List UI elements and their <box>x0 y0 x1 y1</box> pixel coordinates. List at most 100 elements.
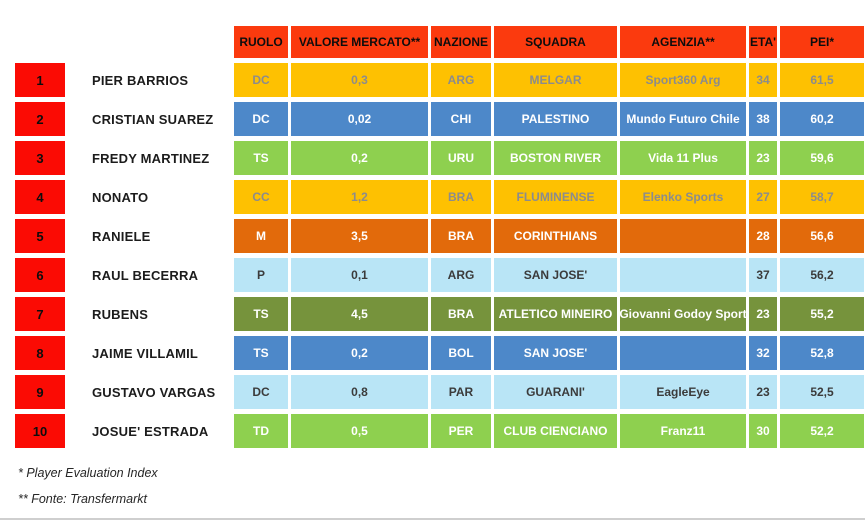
cell-ruolo: DC <box>234 375 288 409</box>
player-name: RUBENS <box>92 306 149 322</box>
cell-squadra: GUARANI' <box>494 375 617 409</box>
cell-pei: 58,7 <box>780 180 864 214</box>
cell-ruolo: TS <box>234 141 288 175</box>
player-name: PIER BARRIOS <box>92 72 189 88</box>
cell-agenzia <box>620 219 746 253</box>
cell-ruolo: DC <box>234 63 288 97</box>
cell-agenzia <box>620 336 746 370</box>
rank-badge: 8 <box>15 336 65 370</box>
cell-nazione: ARG <box>431 258 491 292</box>
cell-eta: 28 <box>749 219 777 253</box>
cell-ruolo: P <box>234 258 288 292</box>
cell-pei: 55,2 <box>780 297 864 331</box>
bottom-divider <box>0 518 865 520</box>
cell-nazione: ARG <box>431 63 491 97</box>
column-header-ruolo: RUOLO <box>234 26 288 58</box>
rank-badge: 7 <box>15 297 65 331</box>
cell-squadra: SAN JOSE' <box>494 336 617 370</box>
cell-nazione: BOL <box>431 336 491 370</box>
column-header-eta: ETA' <box>749 26 777 58</box>
cell-eta: 30 <box>749 414 777 448</box>
cell-valore-mercato: 4,5 <box>291 297 428 331</box>
cell-valore-mercato: 0,8 <box>291 375 428 409</box>
cell-nazione: URU <box>431 141 491 175</box>
cell-valore-mercato: 0,1 <box>291 258 428 292</box>
player-name: GUSTAVO VARGAS <box>92 384 216 400</box>
footnote-player-evaluation-index: * Player Evaluation Index <box>18 466 158 480</box>
cell-valore-mercato: 1,2 <box>291 180 428 214</box>
player-name: CRISTIAN SUAREZ <box>92 111 214 127</box>
player-name: FREDY MARTINEZ <box>92 150 210 166</box>
cell-squadra: ATLETICO MINEIRO <box>494 297 617 331</box>
cell-agenzia: EagleEye <box>620 375 746 409</box>
cell-agenzia: Sport360 Arg <box>620 63 746 97</box>
rank-badge: 4 <box>15 180 65 214</box>
cell-eta: 23 <box>749 375 777 409</box>
players-ranking-table: RUOLO VALORE MERCATO** NAZIONE SQUADRA A… <box>15 26 864 448</box>
header-spacer-rank <box>15 26 65 58</box>
cell-eta: 38 <box>749 102 777 136</box>
rank-badge: 2 <box>15 102 65 136</box>
cell-ruolo: TD <box>234 414 288 448</box>
cell-squadra: CORINTHIANS <box>494 219 617 253</box>
cell-agenzia: Franz11 <box>620 414 746 448</box>
column-header-nazione: NAZIONE <box>431 26 491 58</box>
cell-pei: 56,2 <box>780 258 864 292</box>
rank-badge: 6 <box>15 258 65 292</box>
cell-eta: 37 <box>749 258 777 292</box>
cell-agenzia: Elenko Sports <box>620 180 746 214</box>
cell-ruolo: M <box>234 219 288 253</box>
rank-badge: 5 <box>15 219 65 253</box>
rank-badge: 9 <box>15 375 65 409</box>
cell-squadra: MELGAR <box>494 63 617 97</box>
rank-badge: 1 <box>15 63 65 97</box>
rank-badge: 3 <box>15 141 65 175</box>
cell-squadra: CLUB CIENCIANO <box>494 414 617 448</box>
cell-pei: 59,6 <box>780 141 864 175</box>
cell-valore-mercato: 0,3 <box>291 63 428 97</box>
cell-squadra: FLUMINENSE <box>494 180 617 214</box>
cell-pei: 56,6 <box>780 219 864 253</box>
cell-eta: 34 <box>749 63 777 97</box>
cell-nazione: BRA <box>431 297 491 331</box>
cell-nazione: BRA <box>431 180 491 214</box>
column-header-agenzia: AGENZIA** <box>620 26 746 58</box>
header-spacer-player <box>68 26 231 58</box>
cell-agenzia <box>620 258 746 292</box>
cell-pei: 52,5 <box>780 375 864 409</box>
cell-eta: 27 <box>749 180 777 214</box>
cell-squadra: BOSTON RIVER <box>494 141 617 175</box>
cell-agenzia: Giovanni Godoy Sport <box>620 297 746 331</box>
cell-pei: 61,5 <box>780 63 864 97</box>
cell-pei: 52,2 <box>780 414 864 448</box>
cell-nazione: CHI <box>431 102 491 136</box>
cell-nazione: PAR <box>431 375 491 409</box>
cell-pei: 52,8 <box>780 336 864 370</box>
cell-squadra: PALESTINO <box>494 102 617 136</box>
cell-ruolo: TS <box>234 297 288 331</box>
column-header-valore-mercato: VALORE MERCATO** <box>291 26 428 58</box>
cell-ruolo: DC <box>234 102 288 136</box>
footnote-fonte-transfermarkt: ** Fonte: Transfermarkt <box>18 492 147 506</box>
cell-valore-mercato: 0,5 <box>291 414 428 448</box>
cell-nazione: BRA <box>431 219 491 253</box>
column-header-pei: PEI* <box>780 26 864 58</box>
cell-valore-mercato: 0,2 <box>291 336 428 370</box>
cell-eta: 23 <box>749 141 777 175</box>
cell-valore-mercato: 0,2 <box>291 141 428 175</box>
player-name: JAIME VILLAMIL <box>92 345 199 361</box>
cell-valore-mercato: 3,5 <box>291 219 428 253</box>
cell-eta: 23 <box>749 297 777 331</box>
player-name: RANIELE <box>92 228 151 244</box>
cell-pei: 60,2 <box>780 102 864 136</box>
rank-badge: 10 <box>15 414 65 448</box>
cell-ruolo: TS <box>234 336 288 370</box>
player-name: JOSUE' ESTRADA <box>92 423 209 439</box>
cell-agenzia: Mundo Futuro Chile <box>620 102 746 136</box>
cell-agenzia: Vida 11 Plus <box>620 141 746 175</box>
cell-ruolo: CC <box>234 180 288 214</box>
column-header-squadra: SQUADRA <box>494 26 617 58</box>
cell-nazione: PER <box>431 414 491 448</box>
player-name: NONATO <box>92 189 149 205</box>
